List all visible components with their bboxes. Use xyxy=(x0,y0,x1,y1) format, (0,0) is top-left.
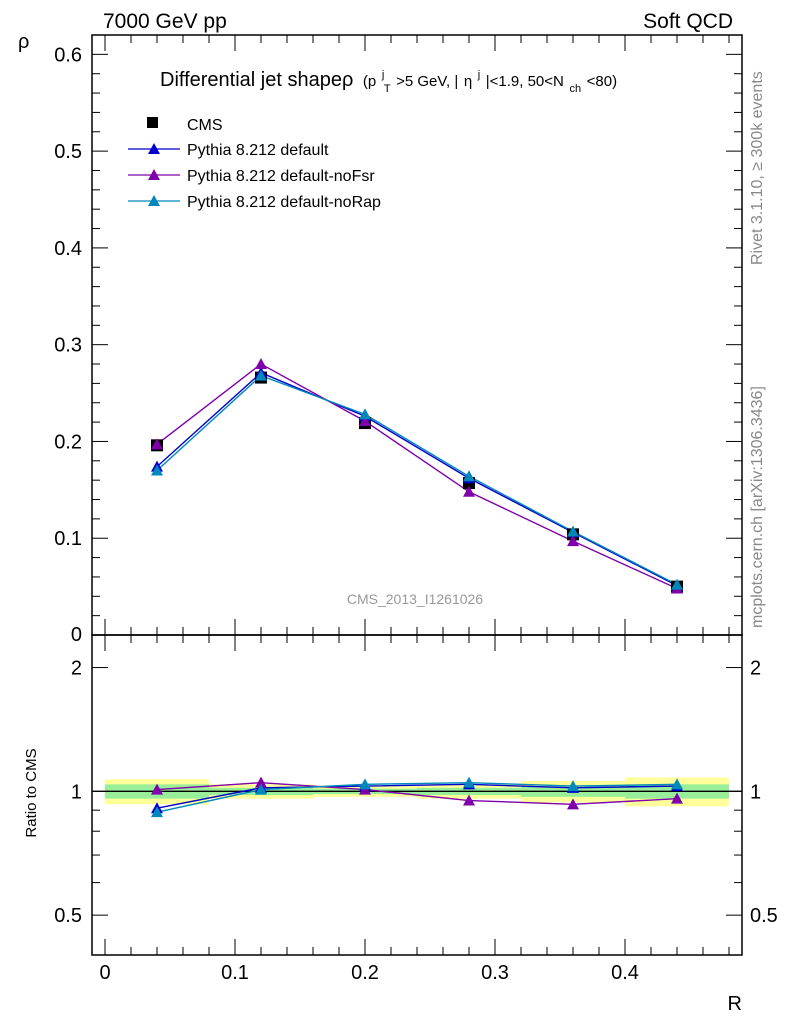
legend-label-norap: Pythia 8.212 default-noRap xyxy=(187,194,381,211)
ratio-point-noRap xyxy=(567,780,579,792)
ratio-point-noRap xyxy=(151,806,163,818)
title-main: Differential jet shapeρ xyxy=(160,69,353,91)
top-ytick-label: 0.1 xyxy=(54,528,82,550)
bottom-axis-ticks: 0 0.1 0.2 0.3 0.4 0.5 0.5 1 1 2 2 xyxy=(54,635,778,984)
top-point-noRap xyxy=(463,470,475,482)
title-p3: |<1.9, 50<N xyxy=(486,73,564,90)
top-ytick-label-zero: 0 xyxy=(71,624,82,646)
top-series-group xyxy=(151,358,683,594)
title-p1: (p xyxy=(363,73,376,90)
bottom-series-group xyxy=(151,776,683,818)
top-ytick-label: 0.5 xyxy=(54,141,82,163)
title-p1-sup: j xyxy=(381,69,384,81)
title-eta-sup: j xyxy=(477,69,480,81)
ratio-point-noFsr xyxy=(671,792,683,804)
top-line-noFsr xyxy=(156,363,678,590)
top-line-noRap xyxy=(156,374,678,586)
bottom-ytick-label-right: 0.5 xyxy=(750,905,778,927)
ratio-line-noRap xyxy=(156,781,678,813)
top-point-noRap xyxy=(255,369,267,381)
watermark: CMS_2013_I1261026 xyxy=(347,591,483,607)
ratio-line-noFsr xyxy=(156,781,678,806)
legend-marker-cms xyxy=(147,117,158,128)
legend-marker-default xyxy=(148,143,160,154)
ratio-point-noRap xyxy=(255,783,267,795)
ratio-point-noFsr xyxy=(255,776,267,788)
bottom-xtick-label: 0 xyxy=(99,962,110,984)
legend-label-nofsr: Pythia 8.212 default-noFsr xyxy=(187,168,375,185)
top-ytick-label: 0.4 xyxy=(54,238,82,260)
ratio-line-default xyxy=(156,783,678,809)
bottom-xtick-label: 0.3 xyxy=(481,962,509,984)
top-point-noFsr xyxy=(359,415,371,427)
title-eta: η xyxy=(464,73,472,90)
top-point-noRap xyxy=(671,578,683,590)
header-right: Soft QCD xyxy=(643,10,733,33)
bottom-ytick-label-left: 2 xyxy=(71,658,82,680)
header-left: 7000 GeV pp xyxy=(103,10,227,33)
top-ylabel: ρ xyxy=(18,31,29,53)
bottom-ytick-label-left: 0.5 xyxy=(54,905,82,927)
legend-label-default: Pythia 8.212 default xyxy=(187,142,329,159)
title-p4: <80) xyxy=(587,73,617,90)
bottom-xtick-label: 0.4 xyxy=(611,962,639,984)
xlabel: R xyxy=(728,993,742,1015)
top-ytick-label: 0.2 xyxy=(54,431,82,453)
title-p3-sub: ch xyxy=(569,83,581,95)
top-ytick-label: 0.3 xyxy=(54,335,82,357)
top-point-noRap xyxy=(151,464,163,476)
top-point-noFsr xyxy=(255,358,267,370)
bottom-ytick-label-right: 2 xyxy=(750,658,761,680)
title-p1-sub: T xyxy=(384,83,391,95)
ratio-point-noFsr xyxy=(567,798,579,810)
legend-marker-norap xyxy=(148,195,160,206)
ratio-point-noRap xyxy=(463,776,475,788)
title-p2: >5 GeV, | xyxy=(396,73,458,90)
ratio-point-noRap xyxy=(359,778,371,790)
mcplots-label: mcplots.cern.ch [arXiv:1306.3436] xyxy=(749,386,766,628)
bottom-ytick-label-left: 1 xyxy=(71,781,82,803)
top-point-noFsr xyxy=(151,438,163,450)
ratio-point-noRap xyxy=(671,778,683,790)
top-point-noFsr xyxy=(463,485,475,497)
ratio-point-noFsr xyxy=(463,794,475,806)
legend-marker-nofsr xyxy=(148,169,160,180)
ratio-point-noFsr xyxy=(151,783,163,795)
rivet-label: Rivet 3.1.10, ≥ 300k events xyxy=(749,71,766,265)
top-point-noRap xyxy=(359,408,371,420)
bottom-ytick-label-right: 1 xyxy=(750,781,761,803)
legend: CMS Pythia 8.212 default Pythia 8.212 de… xyxy=(128,117,381,211)
top-point-noRap xyxy=(567,525,579,537)
top-line-default xyxy=(156,371,678,587)
chart-title: Differential jet shapeρ (p j T >5 GeV, |… xyxy=(160,61,617,97)
bottom-xtick-label: 0.2 xyxy=(351,962,379,984)
top-point-noFsr xyxy=(567,535,579,547)
top-ytick-label: 0.6 xyxy=(54,44,82,66)
top-axis-ticks: 0.1 0.2 0.3 0.4 0.5 0.6 0 xyxy=(54,34,742,646)
bottom-xtick-label: 0.1 xyxy=(221,962,249,984)
legend-label-cms: CMS xyxy=(187,117,223,134)
bottom-ylabel: Ratio to CMS xyxy=(23,748,40,837)
